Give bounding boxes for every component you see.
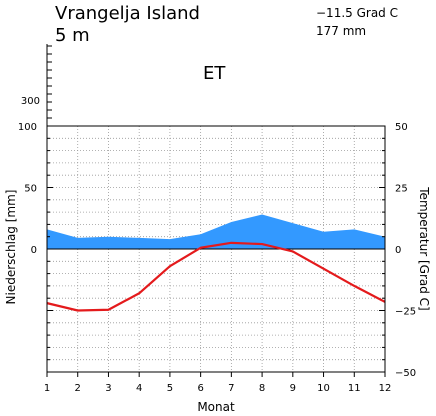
x-tick-label: 7	[228, 383, 234, 394]
x-tick-label: 12	[379, 383, 392, 394]
upper-tick-label: 300	[21, 96, 40, 107]
annual-precipitation: 177 mm	[316, 24, 366, 38]
climate-class: ET	[203, 63, 226, 84]
right-tick-label: −25	[395, 307, 416, 318]
x-tick-label: 6	[197, 383, 203, 394]
x-tick-label: 5	[167, 383, 173, 394]
right-tick-label: 50	[395, 122, 408, 133]
x-tick-label: 1	[44, 383, 50, 394]
right-tick-label: −50	[395, 368, 416, 379]
station-elevation: 5 m	[55, 25, 90, 46]
precipitation-area	[47, 214, 385, 249]
left-tick-label: 0	[31, 245, 37, 256]
x-tick-label: 8	[259, 383, 265, 394]
upper-precip-axis	[46, 44, 52, 127]
left-tick-label: 100	[18, 122, 37, 133]
right-tick-label: 25	[395, 184, 408, 195]
mean-temperature: −11.5 Grad C	[316, 6, 398, 20]
right-tick-label: 0	[395, 245, 401, 256]
x-tick-label: 3	[105, 383, 111, 394]
left-axis-title: Niederschlag [mm]	[4, 190, 18, 305]
x-tick-label: 9	[290, 383, 296, 394]
axis-ticks	[46, 125, 386, 377]
temperature-line	[46, 241, 386, 312]
x-tick-label: 2	[75, 383, 81, 394]
left-tick-label: 50	[24, 184, 37, 195]
x-tick-label: 4	[136, 383, 142, 394]
upper-axis-ticks	[47, 45, 52, 127]
x-axis-title: Monat	[197, 400, 235, 414]
x-tick-label: 11	[348, 383, 361, 394]
right-axis-title: Temperatur [Grad C]	[417, 186, 431, 310]
x-tick-label: 10	[317, 383, 330, 394]
station-name: Vrangelja Island	[55, 3, 200, 24]
